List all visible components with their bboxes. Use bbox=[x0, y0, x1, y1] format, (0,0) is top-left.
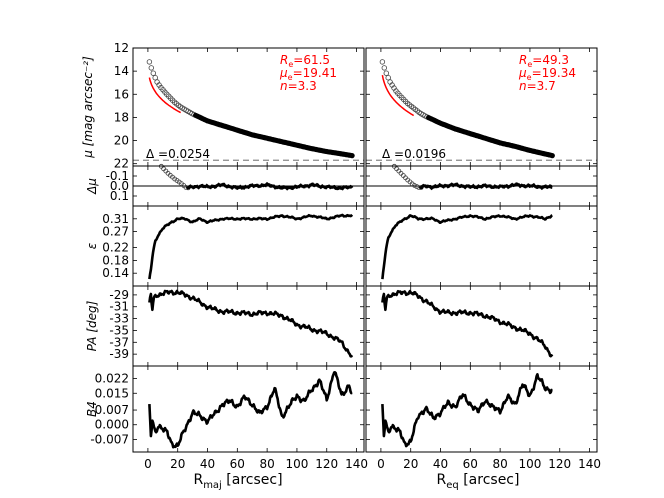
residual-line bbox=[418, 182, 553, 191]
y-tick-label: 18 bbox=[114, 110, 129, 124]
xlabel-left: Rmaj [arcsec] bbox=[193, 472, 282, 491]
y-tick-label: 0.0 bbox=[110, 179, 129, 193]
y-tick-label: -31 bbox=[109, 300, 129, 314]
y-tick-label: -33 bbox=[109, 312, 129, 326]
x-tick-label: 20 bbox=[403, 457, 418, 471]
x-tick-label: 60 bbox=[230, 457, 245, 471]
y-tick-label: -0.007 bbox=[90, 432, 129, 446]
y-tick-label: 14 bbox=[114, 64, 129, 78]
panels-group: 12 14 16 18 20 22 μ [mag arcsec⁻²] -0.10.00.1 Δμ… bbox=[81, 41, 601, 471]
fit-params-right: Re=49.3 μe=19.34 n=3.7 bbox=[518, 53, 576, 93]
y-tick-label: 0.31 bbox=[102, 212, 129, 226]
y-tick-label: 0.18 bbox=[102, 253, 129, 267]
y-axis-label: PA [deg] bbox=[85, 300, 99, 351]
xlabel-right: Req [arcsec] bbox=[437, 472, 520, 491]
data-point-open bbox=[383, 70, 389, 76]
panel-mu-right bbox=[365, 47, 598, 167]
profile-line-b4 bbox=[381, 373, 553, 448]
panel-frame bbox=[365, 285, 598, 367]
data-point-open bbox=[150, 70, 156, 76]
y-tick-label: -37 bbox=[109, 335, 129, 349]
data-point-open bbox=[385, 74, 391, 81]
svg-text:μe=19.34: μe=19.34 bbox=[518, 66, 576, 82]
svg-text:Re=49.3: Re=49.3 bbox=[519, 53, 569, 69]
y-tick-label: 20 bbox=[114, 134, 129, 148]
residual-point-open bbox=[411, 182, 417, 188]
x-tick-label: 120 bbox=[315, 457, 338, 471]
y-tick-label: 0.000 bbox=[95, 418, 129, 432]
y-axis-label: Δμ bbox=[85, 178, 99, 195]
profile-line-b4 bbox=[148, 371, 353, 449]
x-tick-label: 60 bbox=[463, 457, 478, 471]
panel-pa-right bbox=[365, 285, 598, 367]
x-tick-label: 120 bbox=[548, 457, 571, 471]
y-tick-label: 16 bbox=[114, 87, 129, 101]
svg-text:μe=19.41: μe=19.41 bbox=[279, 66, 337, 82]
x-tick-label: 140 bbox=[345, 457, 368, 471]
y-tick-label: -29 bbox=[109, 288, 129, 302]
y-axis-label: μ [mag arcsec⁻²] bbox=[81, 56, 95, 159]
sersic-model-line bbox=[381, 74, 415, 117]
x-tick-label: 40 bbox=[433, 457, 448, 471]
panel-eps-left: 0.140.180.22 0.270.31 ε bbox=[85, 205, 365, 287]
data-point-open bbox=[146, 59, 153, 65]
data-point bbox=[549, 153, 555, 159]
data-point-open bbox=[379, 59, 386, 65]
panel-b4-right: 0 20 40 60 80 100 120 140 bbox=[365, 365, 601, 471]
y-axis-label: B4 bbox=[85, 401, 99, 417]
x-tick-label: 80 bbox=[259, 457, 274, 471]
svg-text:n=3.3: n=3.3 bbox=[280, 79, 317, 93]
residual-line bbox=[185, 181, 354, 191]
x-tick-label: 0 bbox=[377, 457, 385, 471]
profile-line-pa bbox=[381, 289, 554, 358]
y-tick-label: -0.1 bbox=[106, 169, 129, 183]
svg-text:n=3.7: n=3.7 bbox=[519, 79, 556, 93]
y-tick-label: 22 bbox=[114, 157, 129, 171]
y-tick-label: 0.14 bbox=[102, 266, 129, 280]
svg-text:Re=61.5: Re=61.5 bbox=[280, 53, 330, 69]
x-tick-label: 0 bbox=[144, 457, 152, 471]
panel-frame bbox=[365, 365, 598, 453]
y-tick-label: 0.1 bbox=[110, 189, 129, 203]
sersic-model-line bbox=[148, 77, 182, 114]
x-tick-label: 40 bbox=[200, 457, 215, 471]
delta-right: Δ =0.0196 bbox=[382, 147, 446, 161]
y-tick-label: 0.022 bbox=[95, 372, 129, 386]
delta-left: Δ =0.0254 bbox=[146, 147, 210, 161]
x-tick-label: 140 bbox=[578, 457, 601, 471]
data-point-open bbox=[148, 65, 154, 71]
profile-line-pa bbox=[148, 289, 354, 358]
x-tick-label: 20 bbox=[170, 457, 185, 471]
panel-frame bbox=[132, 365, 365, 453]
y-tick-label: 0.007 bbox=[95, 403, 129, 417]
x-tick-label: 100 bbox=[518, 457, 541, 471]
x-tick-label: 100 bbox=[285, 457, 308, 471]
data-point-open bbox=[381, 65, 387, 71]
y-tick-label: 0.27 bbox=[102, 225, 129, 239]
data-point bbox=[349, 153, 355, 159]
y-tick-label: -35 bbox=[109, 323, 129, 337]
y-axis-label: ε bbox=[85, 242, 99, 249]
y-tick-label: 0.22 bbox=[102, 241, 129, 255]
profile-line-eps bbox=[148, 213, 354, 280]
profile-line-eps bbox=[381, 214, 553, 280]
data-point-open bbox=[152, 74, 158, 81]
panel-eps-right bbox=[365, 205, 598, 287]
y-tick-label: -39 bbox=[109, 347, 129, 361]
panel-frame bbox=[132, 285, 365, 367]
x-tick-label: 80 bbox=[492, 457, 507, 471]
panel-dmu-right bbox=[365, 163, 598, 207]
y-tick-label: 12 bbox=[114, 41, 129, 55]
fit-params-left: Re=61.5 μe=19.41 n=3.3 bbox=[279, 53, 337, 93]
y-tick-label: 0.015 bbox=[95, 386, 129, 400]
panel-pa-left: -39-37-35-33-31-29 PA [deg] bbox=[85, 285, 365, 367]
panel-dmu-left: -0.10.00.1 Δμ bbox=[85, 163, 365, 207]
